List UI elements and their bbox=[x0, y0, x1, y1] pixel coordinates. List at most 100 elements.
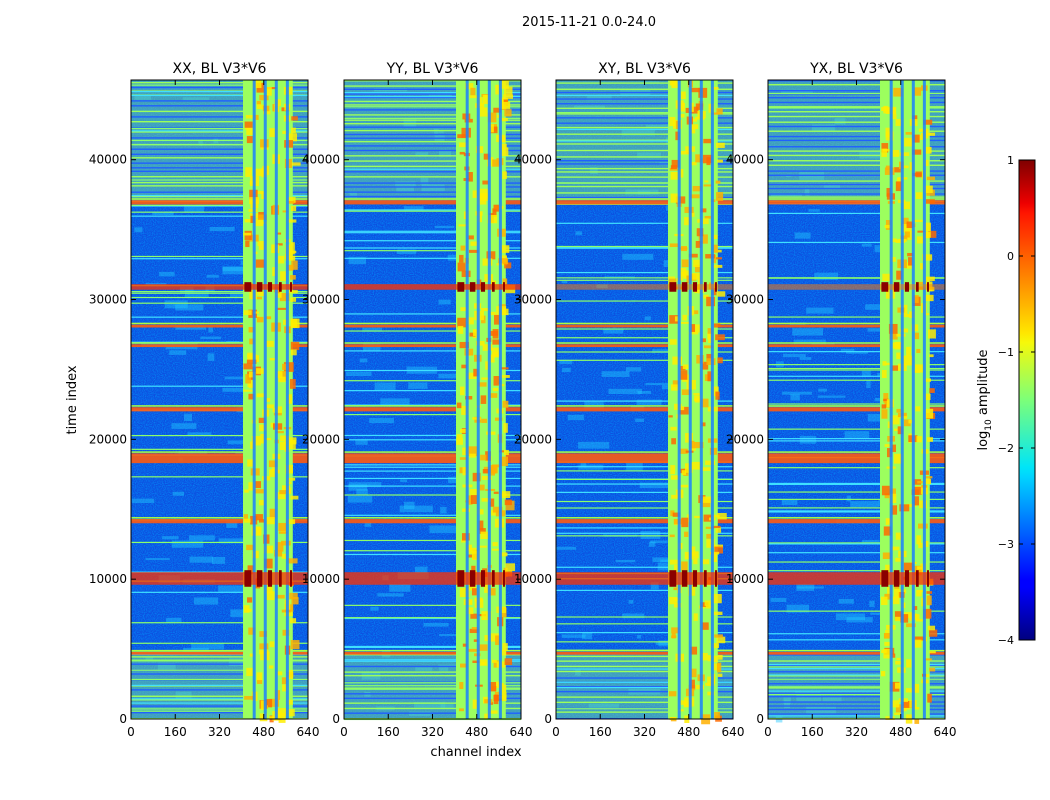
band-blotch bbox=[717, 512, 727, 520]
noise-patch bbox=[608, 388, 642, 394]
noise-patch bbox=[152, 211, 174, 216]
band-blotch bbox=[246, 127, 255, 136]
hot-cell bbox=[893, 570, 900, 587]
band-blotch bbox=[923, 222, 931, 232]
noise-patch bbox=[226, 521, 238, 528]
band-blotch bbox=[715, 180, 721, 184]
rfi-line bbox=[344, 553, 521, 556]
flag-line bbox=[556, 686, 733, 688]
rfi-line bbox=[556, 400, 733, 402]
band-blotch bbox=[275, 243, 283, 246]
band-blotch bbox=[690, 324, 696, 333]
band-blotch bbox=[704, 345, 714, 349]
rfi-row bbox=[556, 453, 733, 464]
x-tick-label: 480 bbox=[889, 725, 912, 739]
band-blotch bbox=[891, 505, 898, 515]
band-blotch bbox=[503, 94, 514, 99]
band-blotch bbox=[681, 91, 686, 100]
band-blotch bbox=[882, 148, 891, 152]
rfi-row bbox=[344, 407, 521, 412]
flag-line bbox=[556, 149, 733, 152]
noise-patch bbox=[628, 599, 634, 604]
flag-line bbox=[556, 103, 733, 105]
band-blotch bbox=[915, 192, 923, 200]
hot-cell bbox=[480, 570, 486, 587]
rfi-row-edge bbox=[131, 322, 308, 325]
band-gap bbox=[487, 80, 491, 719]
band-blotch bbox=[670, 510, 675, 517]
band-blotch bbox=[480, 395, 487, 404]
band-blotch bbox=[712, 525, 721, 529]
band-blotch bbox=[472, 660, 481, 663]
band-blotch bbox=[706, 296, 715, 307]
rfi-line bbox=[556, 478, 733, 480]
y-tick-label: 0 bbox=[332, 712, 340, 726]
band-blotch bbox=[717, 159, 723, 163]
band-blotch bbox=[282, 684, 288, 692]
band-blotch bbox=[248, 627, 256, 635]
hot-cell bbox=[469, 282, 476, 292]
band-blotch bbox=[290, 318, 300, 329]
band-blotch bbox=[489, 682, 497, 692]
noise-patch bbox=[650, 582, 659, 590]
flag-line bbox=[556, 171, 733, 173]
band-blotch bbox=[244, 121, 253, 128]
flag-line bbox=[344, 129, 521, 132]
band-blotch bbox=[690, 126, 696, 134]
flag-line bbox=[344, 674, 521, 677]
rfi-line bbox=[556, 328, 733, 330]
noise-patch bbox=[636, 399, 662, 405]
rfi-row-edge bbox=[344, 405, 521, 407]
band-blotch bbox=[275, 542, 284, 552]
noise-patch bbox=[200, 336, 222, 340]
noise-patch bbox=[399, 505, 433, 513]
flag-line bbox=[131, 695, 308, 697]
flag-line bbox=[131, 153, 308, 156]
band-blotch bbox=[679, 406, 685, 411]
band-blotch bbox=[481, 418, 488, 423]
band-blotch bbox=[469, 628, 479, 634]
band-blotch bbox=[914, 87, 922, 96]
band-blotch bbox=[493, 694, 499, 705]
band-gap bbox=[688, 80, 692, 719]
noise-patch bbox=[793, 339, 826, 345]
band-blotch bbox=[929, 667, 936, 672]
noise-patch bbox=[131, 498, 155, 503]
band-blotch bbox=[500, 375, 510, 378]
band-blotch bbox=[925, 408, 934, 419]
band-blotch bbox=[279, 370, 288, 381]
band-blotch bbox=[691, 161, 697, 166]
band-blotch bbox=[491, 347, 500, 358]
band-blotch bbox=[891, 113, 897, 120]
band-blotch bbox=[917, 230, 926, 233]
band-blotch bbox=[493, 491, 499, 494]
band-blotch bbox=[286, 519, 296, 525]
noise-patch bbox=[874, 397, 884, 402]
rfi-row bbox=[768, 407, 945, 412]
noise-patch bbox=[637, 390, 652, 394]
rfi-line bbox=[768, 467, 945, 469]
band-blotch bbox=[258, 417, 266, 423]
band-blotch bbox=[668, 415, 673, 418]
flag-line bbox=[131, 711, 308, 714]
noise-patch bbox=[184, 205, 205, 213]
noise-patch bbox=[808, 209, 820, 212]
rfi-line bbox=[131, 143, 308, 146]
noise-patch bbox=[191, 643, 225, 650]
band-blotch bbox=[269, 698, 279, 707]
rfi-line bbox=[768, 610, 945, 612]
band-blotch bbox=[706, 533, 712, 539]
band-blotch bbox=[272, 267, 278, 277]
band-blotch bbox=[880, 671, 886, 677]
flag-line bbox=[768, 139, 945, 142]
band-blotch bbox=[668, 276, 675, 279]
band-blotch bbox=[669, 116, 676, 127]
band-blotch bbox=[694, 551, 699, 559]
band-blotch bbox=[713, 244, 718, 253]
band-blotch bbox=[702, 218, 709, 225]
flag-line bbox=[768, 150, 945, 152]
noise-patch bbox=[380, 398, 410, 405]
band-blotch bbox=[482, 180, 489, 185]
noise-patch bbox=[644, 316, 651, 321]
rfi-line bbox=[768, 428, 945, 430]
